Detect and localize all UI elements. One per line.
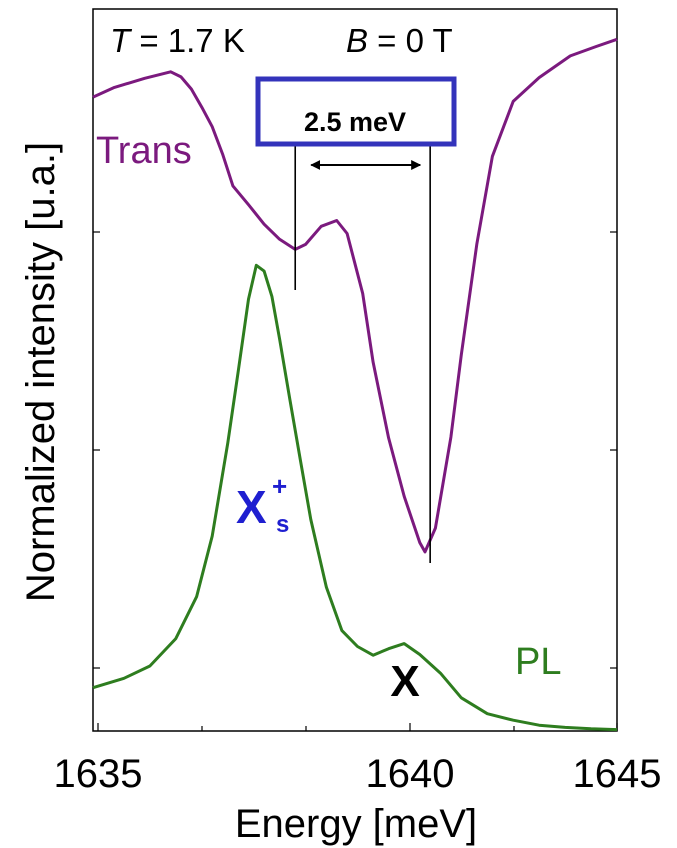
trion-label: X + s	[236, 471, 289, 538]
y-ticks	[93, 231, 617, 669]
x-tick-label-1635: 1635	[54, 752, 143, 796]
x-tick-label-1645: 1645	[573, 752, 662, 796]
field-value: = 0 T	[368, 22, 453, 59]
trans-series-label: Trans	[96, 130, 192, 172]
series-line-trans	[92, 37, 618, 554]
x-tick-label-1640: 1640	[366, 752, 455, 796]
temperature-symbol: T	[110, 22, 133, 59]
series-line-pl	[92, 263, 618, 732]
plot-frame	[92, 8, 618, 732]
condition-temperature: T = 1.7 K	[110, 22, 245, 59]
exciton-label: X	[390, 657, 419, 706]
condition-field: B = 0 T	[346, 22, 453, 59]
splitting-label: 2.5 meV	[304, 107, 406, 137]
trion-label-base: X	[236, 481, 267, 533]
field-symbol: B	[346, 22, 368, 59]
trion-label-superscript: +	[272, 471, 287, 501]
x-ticks	[97, 723, 618, 731]
pl-series-label: PL	[515, 641, 561, 683]
x-axis-title: Energy [meV]	[235, 802, 477, 846]
temperature-value: = 1.7 K	[130, 22, 245, 59]
splitting-label-box	[255, 76, 457, 147]
trion-label-subscript: s	[276, 511, 289, 538]
y-axis-title: Normalized intensity [u.a.]	[19, 142, 63, 602]
